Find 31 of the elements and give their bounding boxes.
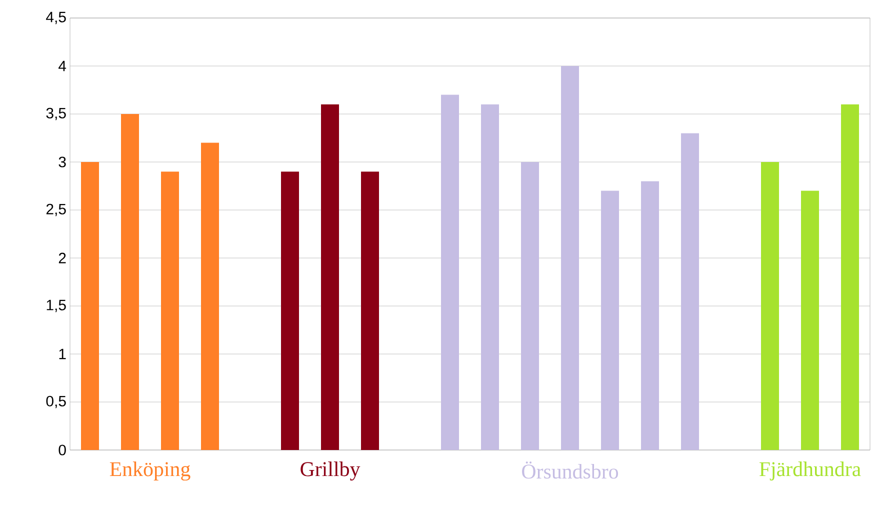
y-tick-label: 2,5 — [46, 204, 66, 216]
bar — [441, 94, 460, 450]
bar — [641, 181, 660, 450]
series-label: Fjärdhundra — [759, 462, 861, 480]
y-tick-label: 3 — [58, 156, 66, 168]
bar — [281, 172, 300, 450]
y-tick-label: 4,5 — [46, 12, 66, 24]
bar — [201, 142, 219, 450]
y-tick-label: 1 — [59, 348, 66, 360]
y-tick-label: 3,5 — [46, 108, 66, 120]
bar — [841, 104, 860, 450]
bar — [681, 133, 700, 450]
bar — [561, 66, 580, 450]
bar — [601, 190, 620, 450]
y-tick-label: 1,5 — [46, 300, 66, 312]
series-label: Enköping — [110, 462, 190, 481]
bar — [161, 172, 179, 450]
bar — [521, 162, 540, 450]
y-tick-label: 4 — [58, 60, 66, 72]
series-label: Örsundsbro — [522, 462, 618, 479]
bar — [81, 162, 99, 450]
bar — [481, 104, 500, 450]
bar — [761, 162, 780, 450]
bar — [801, 190, 820, 450]
y-tick-label: 0 — [58, 444, 66, 456]
y-tick-label: 2 — [58, 252, 66, 264]
bar — [121, 114, 139, 450]
y-tick-label: 0,5 — [46, 396, 66, 408]
bar — [321, 104, 340, 450]
series-label: Grillby — [300, 462, 360, 481]
bar — [361, 172, 380, 450]
